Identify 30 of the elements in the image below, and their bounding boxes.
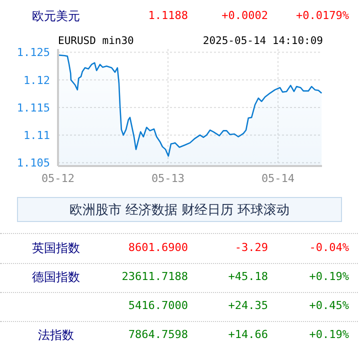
y-tick-label: 1.105 [16,156,50,170]
chart-subtitle: EURUSD min30 [58,35,134,47]
y-tick-label: 1.11 [24,129,50,142]
text: +0.0002 [222,9,268,22]
text: 7864.7598 [128,328,188,341]
text: +24.35 [228,299,268,312]
text: -0.04% [309,241,349,254]
y-tick-label: 1.125 [16,46,50,60]
y-tick-label: 1.12 [24,74,50,87]
y-tick-label: 1.115 [16,101,50,114]
category-label: 德国指数 [32,270,80,284]
x-tick-label: 05-13 [151,172,185,185]
text: +45.18 [228,270,268,283]
text: +0.45% [309,299,349,312]
text: -3.29 [234,241,268,254]
x-tick-label: 05-14 [261,172,295,185]
text: +0.19% [309,328,349,341]
text: 欧洲股市 经济数据 财经日历 环球滚动 [17,197,342,222]
text: 2025-05-14 14:10:09 [202,35,323,47]
text: 23611.7188 [122,270,188,283]
x-tick-label: 05-12 [41,172,75,185]
chart-title: 欧元美元 [32,8,80,25]
text: +14.66 [228,328,268,341]
category-label: 英国指数 [32,241,80,255]
text: +0.0179% [296,9,349,22]
text: 8601.6900 [128,241,188,254]
text: 1.1188 [148,9,188,22]
text: +0.19% [309,270,349,283]
category-label: 法指数 [38,328,74,342]
text: 5416.7000 [128,299,188,312]
